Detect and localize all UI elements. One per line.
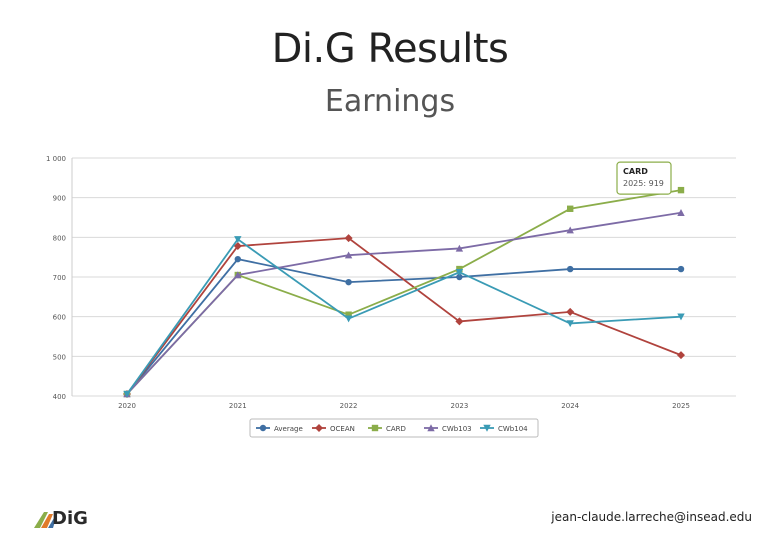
y-tick-label: 500 (53, 353, 66, 361)
data-point-cwb104 (677, 313, 685, 321)
series-line-cwb103 (126, 211, 682, 395)
data-point-average (677, 265, 685, 273)
tooltip-series-label: CARD (623, 167, 648, 176)
dig-logo: DiG (34, 506, 94, 530)
data-point-average (567, 265, 574, 273)
data-point-average (456, 273, 463, 281)
data-point-cwb104 (566, 320, 574, 328)
slide-subtitle: Earnings (324, 84, 456, 119)
legend-label-cwb104: CWb104 (498, 425, 528, 433)
legend-marker-average (259, 424, 267, 432)
x-tick-label: 2024 (561, 402, 579, 410)
y-tick-label: 600 (53, 314, 66, 322)
tooltip-value-label: 2025: 919 (623, 179, 664, 188)
data-point-ocean (677, 351, 685, 360)
data-point-cwb103 (344, 251, 353, 259)
tooltip: CARD 2025: 919 (616, 161, 672, 195)
x-tick-label: 2025 (672, 402, 690, 410)
legend-label-card: CARD (386, 425, 406, 433)
data-point-cwb103 (677, 209, 685, 216)
y-tick-label: 700 (53, 274, 66, 282)
data-point-average (345, 278, 352, 286)
x-tick-label: 2020 (118, 402, 136, 410)
data-point-card (345, 311, 352, 318)
legend-label-cwb103: CWb103 (442, 425, 472, 433)
x-tick-label: 2023 (450, 402, 468, 410)
data-point-cwb104 (344, 315, 353, 323)
legend-label-ocean: OCEAN (330, 425, 355, 433)
logo-text: DiG (52, 508, 88, 529)
data-point-cwb104 (123, 390, 131, 398)
y-tick-label: 1 000 (46, 155, 66, 163)
legend-marker-cwb103 (427, 424, 435, 432)
data-point-average (234, 255, 241, 263)
data-point-card (677, 186, 685, 194)
data-point-ocean (455, 317, 464, 326)
data-point-card (567, 205, 574, 212)
x-tick-label: 2021 (229, 402, 247, 410)
y-tick-label: 800 (53, 234, 66, 242)
earnings-chart-svg: 1 000 900 800 700 600 500 400 2020 2021 2022 2023 2… (46, 155, 736, 438)
data-point-cwb104 (455, 269, 464, 276)
data-point-ocean (233, 242, 242, 251)
legend-box (249, 418, 539, 438)
series-line-cwb104 (126, 238, 682, 395)
data-point-cwb103 (455, 244, 464, 252)
data-point-cwb103 (234, 271, 242, 279)
tooltip-box (616, 161, 672, 195)
y-tick-label: 400 (53, 393, 66, 401)
legend-marker-ocean (315, 424, 323, 432)
data-point-cwb103 (566, 226, 574, 234)
x-tick-label: 2022 (340, 402, 358, 410)
series-line-ocean (126, 237, 682, 395)
legend-marker-cwb104 (483, 424, 491, 432)
legend-marker-card (371, 424, 379, 432)
legend-label-average: Average (274, 425, 303, 433)
data-point-ocean (344, 234, 353, 243)
footer-email: jean-claude.larreche@insead.edu (551, 510, 752, 524)
earnings-chart: 1 000 900 800 700 600 500 400 2020 2021 2022 2023 2… (34, 146, 744, 446)
y-tick-label: 900 (53, 195, 66, 203)
data-point-ocean (566, 307, 575, 316)
slide-title: Di.G Results (271, 26, 509, 72)
data-point-cwb104 (234, 236, 242, 244)
